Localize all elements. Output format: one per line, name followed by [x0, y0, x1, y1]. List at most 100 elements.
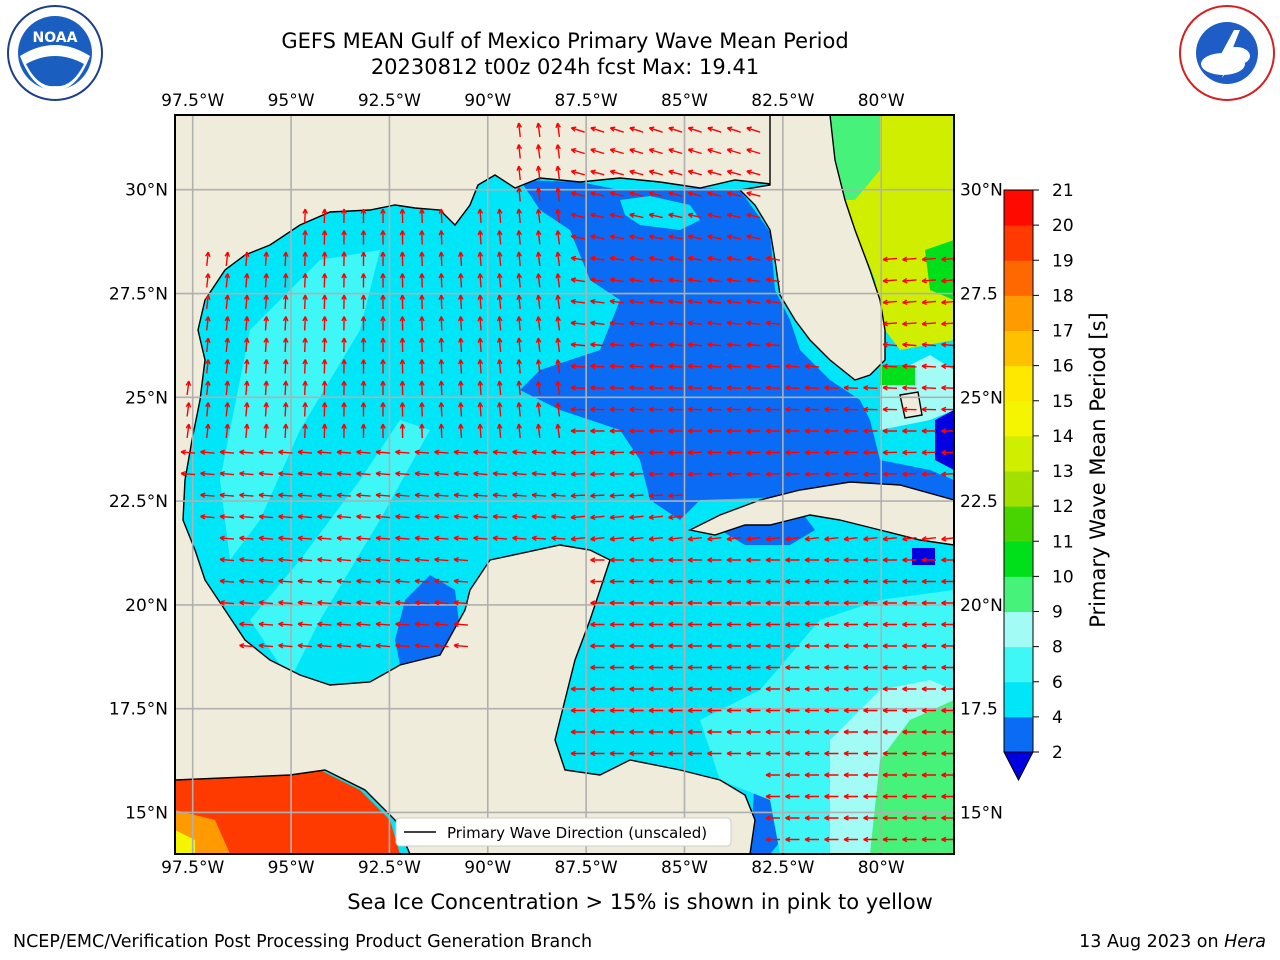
wave-direction-arrow [843, 815, 858, 821]
wave-direction-arrow [570, 449, 586, 456]
wave-direction-arrow [239, 470, 254, 477]
wave-direction-arrow [590, 686, 605, 692]
wave-direction-arrow [863, 385, 878, 391]
wave-direction-arrow [297, 599, 313, 606]
wave-direction-arrow [516, 208, 522, 224]
colorbar-tick-label: 14 [1052, 427, 1074, 447]
colorbar-tick-label: 4 [1052, 708, 1063, 728]
colorbar-segment [1004, 611, 1033, 648]
wave-direction-arrow [804, 772, 819, 778]
wave-direction-arrow [395, 621, 410, 628]
wave-direction-arrow [629, 255, 644, 262]
wave-direction-arrow [477, 251, 484, 267]
colorbar-tick-label: 11 [1052, 532, 1074, 552]
wave-direction-arrow [765, 664, 780, 671]
wave-direction-arrow [785, 750, 800, 757]
wave-direction-arrow [516, 380, 522, 396]
wave-direction-arrow [785, 836, 800, 843]
wave-direction-arrow [531, 513, 547, 520]
wave-direction-arrow [668, 255, 683, 262]
wave-direction-arrow [590, 363, 605, 370]
wave-direction-arrow [239, 599, 254, 606]
lat-tick-label-right: 20°N [960, 596, 1003, 616]
wave-direction-arrow [648, 341, 664, 348]
wave-direction-arrow [648, 277, 664, 283]
wave-direction-arrow [453, 492, 469, 499]
wave-direction-arrow [765, 750, 780, 757]
lon-tick-label-top: 87.5°W [555, 91, 618, 111]
wave-direction-arrow [317, 470, 332, 477]
wave-direction-arrow [746, 191, 761, 197]
wave-direction-arrow [726, 169, 741, 176]
wave-direction-arrow [356, 513, 371, 520]
wave-direction-arrow [375, 513, 391, 520]
wave-direction-arrow [882, 277, 898, 284]
wave-direction-arrow [687, 341, 703, 348]
wave-direction-arrow [843, 664, 858, 671]
wave-direction-arrow [263, 273, 270, 288]
wave-direction-arrow [629, 385, 644, 391]
wave-direction-arrow [882, 363, 898, 370]
wave-direction-arrow [668, 277, 683, 283]
wave-direction-arrow [648, 169, 663, 176]
wave-direction-arrow [746, 428, 761, 434]
wave-direction-arrow [882, 428, 898, 434]
wave-direction-arrow [458, 337, 464, 353]
footer-date-text: 13 Aug 2023 on [1079, 932, 1225, 952]
wave-direction-arrow [707, 385, 722, 391]
wave-direction-arrow [535, 402, 542, 417]
wave-direction-arrow [902, 686, 917, 692]
wave-direction-arrow [707, 428, 722, 434]
wave-direction-arrow [765, 320, 781, 326]
wave-direction-arrow [629, 277, 644, 283]
wave-direction-arrow [843, 406, 859, 413]
wave-direction-arrow [590, 536, 605, 542]
wave-direction-arrow [668, 621, 683, 628]
wave-direction-arrow [434, 470, 449, 477]
wave-direction-arrow [419, 316, 425, 331]
wave-direction-arrow [453, 599, 469, 606]
wave-direction-arrow [707, 471, 722, 477]
wave-direction-arrow [707, 191, 722, 197]
wave-direction-arrow [375, 492, 391, 499]
wave-direction-arrow [555, 251, 561, 267]
wave-direction-arrow [726, 600, 741, 606]
wave-direction-arrow [609, 298, 625, 305]
wave-direction-arrow [648, 449, 664, 456]
wave-direction-arrow [746, 686, 761, 692]
wave-direction-arrow [785, 707, 800, 714]
wave-direction-arrow [921, 363, 937, 370]
wave-direction-arrow [629, 234, 644, 240]
wave-direction-arrow [609, 449, 625, 456]
wave-direction-arrow [707, 148, 722, 155]
wave-direction-arrow [555, 423, 561, 439]
wave-direction-arrow [219, 599, 235, 606]
wave-direction-arrow [785, 600, 800, 606]
wave-direction-arrow [360, 359, 367, 374]
wave-direction-arrow [555, 380, 561, 396]
wave-direction-arrow [477, 294, 484, 310]
wave-direction-arrow [804, 836, 819, 843]
wave-direction-arrow [341, 273, 347, 288]
colorbar-segment [1004, 681, 1033, 718]
wave-direction-arrow [648, 643, 663, 649]
wave-direction-arrow [629, 707, 644, 714]
wave-direction-arrow [453, 449, 469, 456]
wave-direction-arrow [590, 750, 605, 757]
wave-direction-arrow [224, 380, 231, 396]
wave-direction-arrow [555, 316, 561, 331]
wave-direction-arrow [302, 316, 308, 331]
wave-direction-arrow [687, 621, 702, 628]
wave-direction-arrow [321, 294, 328, 310]
wave-direction-arrow [629, 643, 644, 649]
wave-direction-arrow [668, 557, 683, 563]
wave-direction-arrow [687, 664, 702, 671]
wave-direction-arrow [726, 277, 742, 283]
wave-direction-arrow [648, 428, 664, 434]
wave-direction-arrow [824, 750, 839, 757]
wave-direction-arrow [921, 600, 936, 606]
wave-direction-arrow [687, 643, 702, 649]
wave-direction-arrow [648, 578, 663, 585]
wave-direction-arrow [219, 513, 235, 520]
wave-direction-arrow [570, 363, 586, 370]
